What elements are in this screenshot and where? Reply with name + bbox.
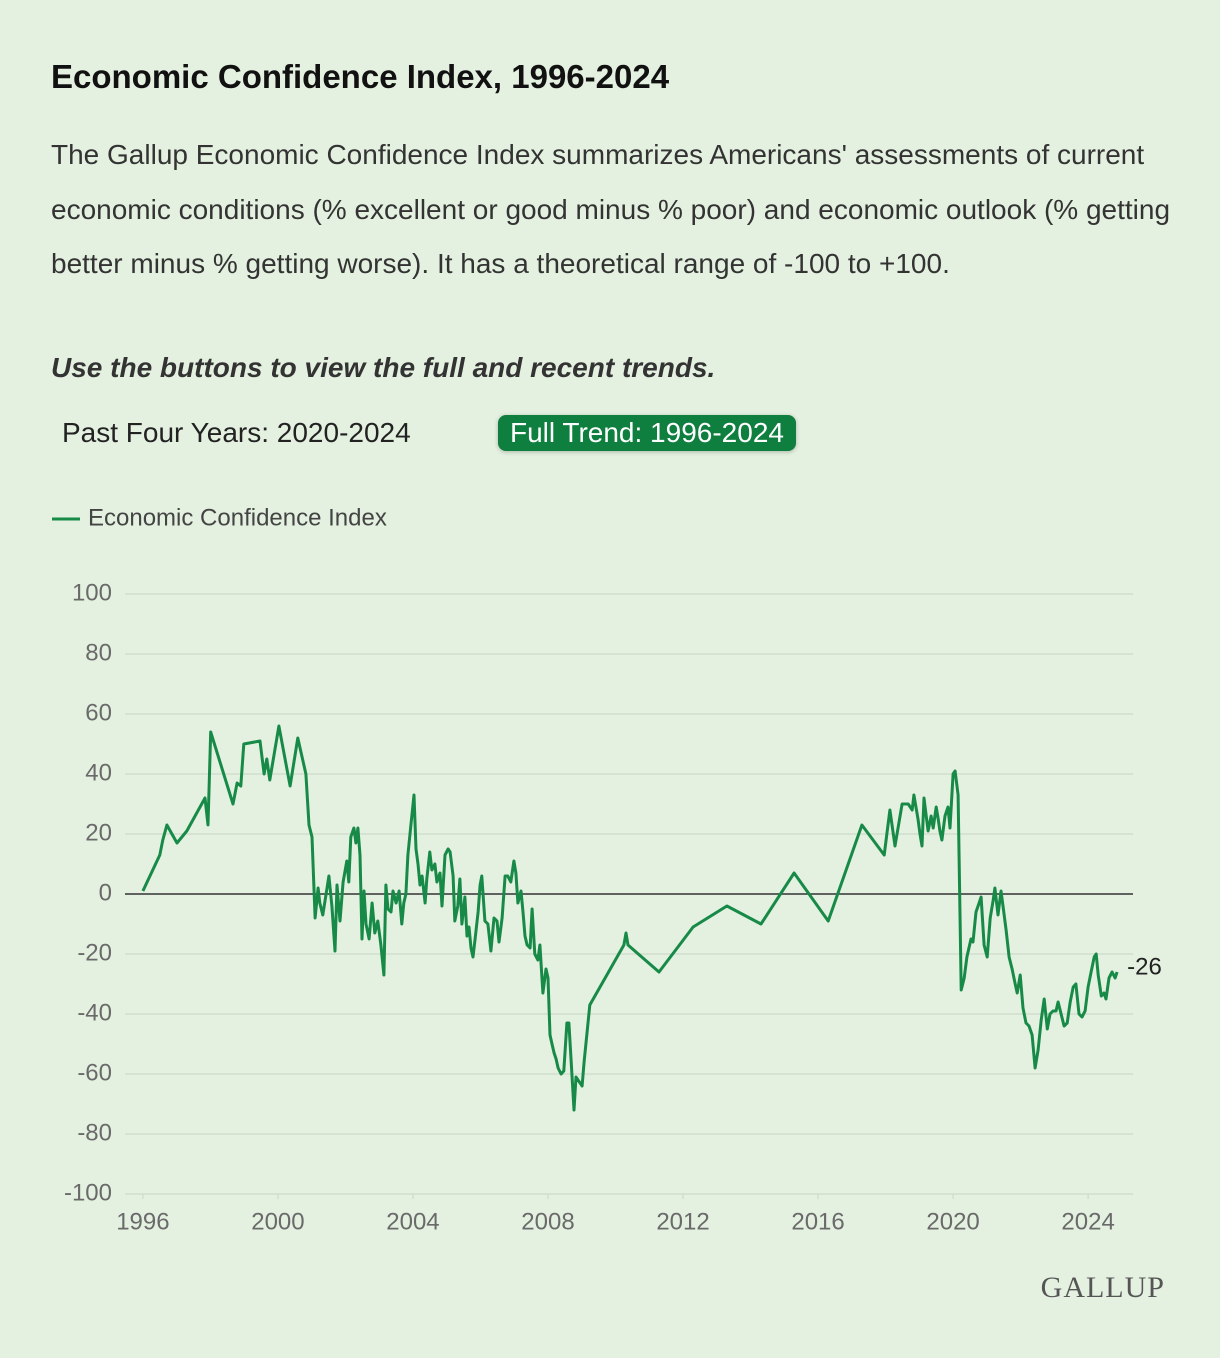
y-tick-label: -100 [64,1179,112,1206]
series-line [141,724,1119,1112]
y-tick-label: 0 [99,879,112,906]
x-tick-label: 2020 [926,1208,979,1235]
x-tick-label: 2000 [251,1208,304,1235]
logo: GALLUP [1041,1271,1165,1304]
y-tick-label: 60 [85,699,112,726]
y-tick-label: 20 [85,819,112,846]
range-button[interactable]: Past Four Years: 2020-2024 [62,417,411,448]
x-tick-label: 2004 [386,1208,439,1235]
range-button-active[interactable]: Full Trend: 1996-2024 [498,415,796,451]
y-tick-label: -80 [77,1119,112,1146]
instruction: Use the buttons to view the full and rec… [51,352,716,383]
y-tick-label: 40 [85,759,112,786]
y-tick-label: -60 [77,1059,112,1086]
x-tick-label: 2008 [521,1208,574,1235]
end-label: -26 [1127,953,1162,980]
legend-label: Economic Confidence Index [88,504,387,531]
y-tick-label: -40 [77,999,112,1026]
x-tick-label: 2012 [656,1208,709,1235]
x-tick-label: 1996 [116,1208,169,1235]
y-tick-label: 100 [72,579,112,606]
y-tick-label: 80 [85,639,112,666]
chart-subtitle: The Gallup Economic Confidence Index sum… [51,139,1171,279]
x-tick-label: 2016 [791,1208,844,1235]
x-tick-label: 2024 [1061,1208,1114,1235]
chart-title: Economic Confidence Index, 1996-2024 [51,58,670,95]
y-tick-label: -20 [77,939,112,966]
